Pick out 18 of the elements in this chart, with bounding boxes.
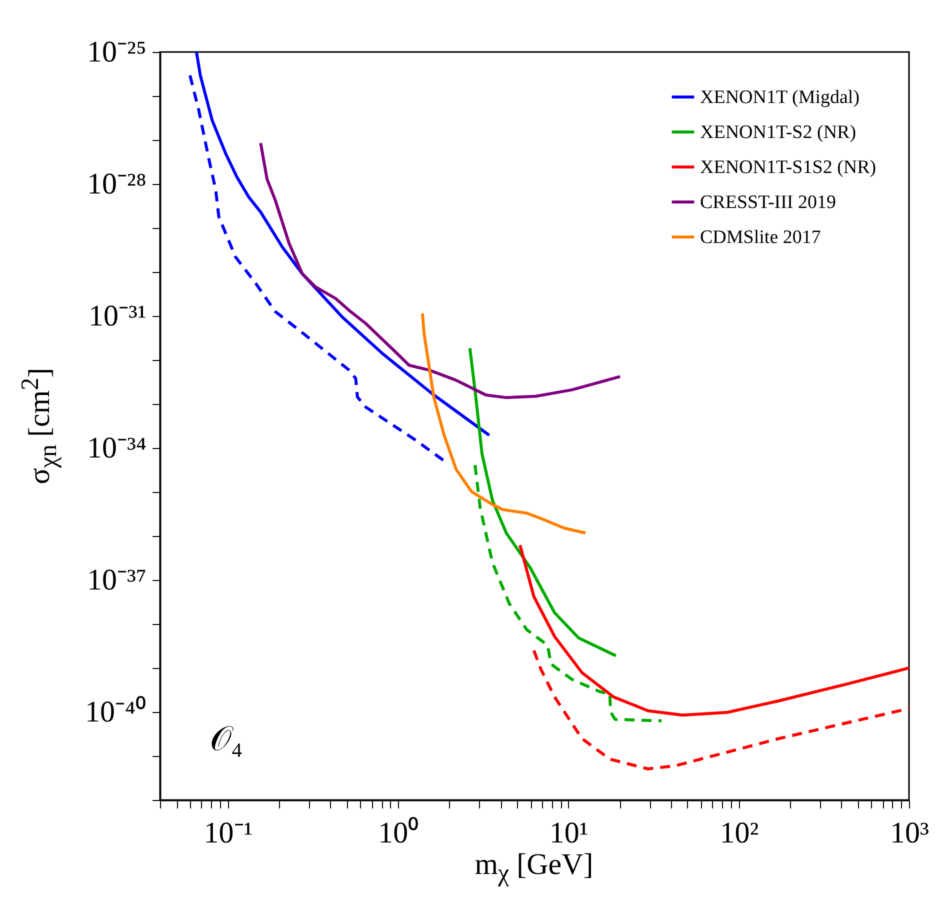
y-tick-label: 10⁻³¹ [88, 300, 146, 332]
legend-label: CRESST-III 2019 [700, 192, 836, 213]
legend-label: CDMSlite 2017 [700, 227, 821, 248]
x-tick-label: 10² [720, 816, 759, 850]
y-tick-label: 10⁻³⁷ [87, 564, 146, 596]
y-tick-label: 10⁻³⁴ [87, 432, 146, 464]
legend-label: XENON1T (Migdal) [700, 87, 860, 108]
x-tick-label: 10³ [890, 816, 929, 850]
x-tick-label: 10¹ [549, 816, 588, 850]
x-tick-label: 10⁰ [378, 816, 420, 850]
y-tick-label: 10⁻²⁵ [87, 36, 146, 68]
y-tick-label: 10⁻⁴⁰ [85, 696, 146, 728]
legend-label: XENON1T-S2 (NR) [700, 122, 856, 143]
annotation: 𝒪₄ [210, 721, 243, 758]
legend-label: XENON1T-S1S2 (NR) [700, 157, 876, 178]
x-tick-label: 10⁻¹ [204, 816, 253, 850]
x-axis-title: m$_{χ}$ [GeV] [474, 848, 594, 888]
y-tick-label: 10⁻²⁸ [87, 168, 146, 200]
